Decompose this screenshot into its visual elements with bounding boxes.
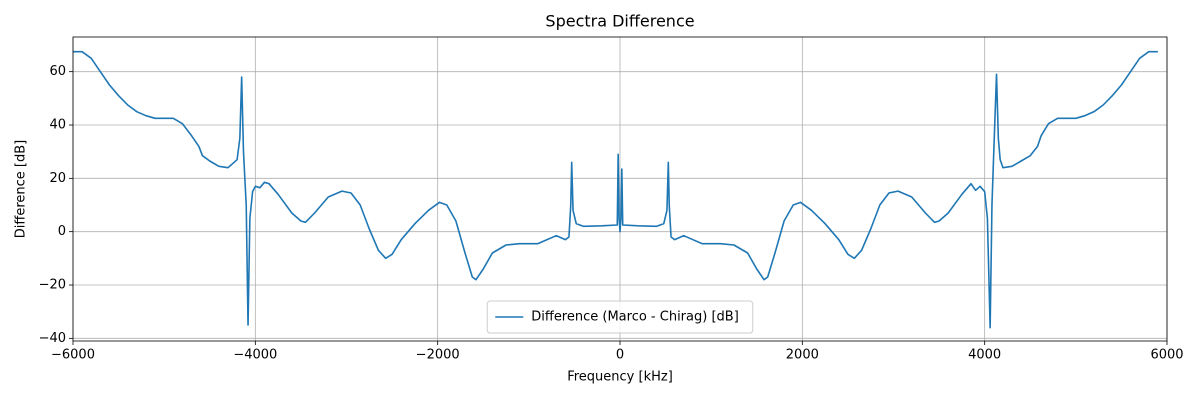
legend-box	[486, 300, 754, 334]
x-axis-label: Frequency [kHz]	[567, 370, 673, 385]
x-tick-label: 4000	[968, 348, 1001, 363]
x-tick-label: −6000	[51, 348, 95, 363]
y-tick-label: 40	[49, 118, 66, 133]
y-tick-label: −40	[39, 331, 66, 346]
legend: Difference (Marco - Chirag) [dB]	[486, 300, 754, 334]
y-tick-label: 60	[49, 64, 66, 79]
x-tick-label: −2000	[416, 348, 460, 363]
x-tick-label: −4000	[233, 348, 277, 363]
chart-title: Spectra Difference	[545, 12, 694, 31]
x-tick-label: 0	[616, 348, 624, 363]
x-tick-label: 2000	[786, 348, 819, 363]
y-tick-label: 20	[49, 171, 66, 186]
y-tick-label: 0	[58, 224, 66, 239]
y-axis-label: Difference [dB]	[14, 140, 29, 238]
x-tick-label: 6000	[1150, 348, 1183, 363]
y-tick-label: −20	[39, 278, 66, 293]
legend-label: Difference (Marco - Chirag) [dB]	[531, 310, 739, 325]
data-line	[73, 50, 1158, 329]
plot-frame	[72, 36, 1168, 342]
